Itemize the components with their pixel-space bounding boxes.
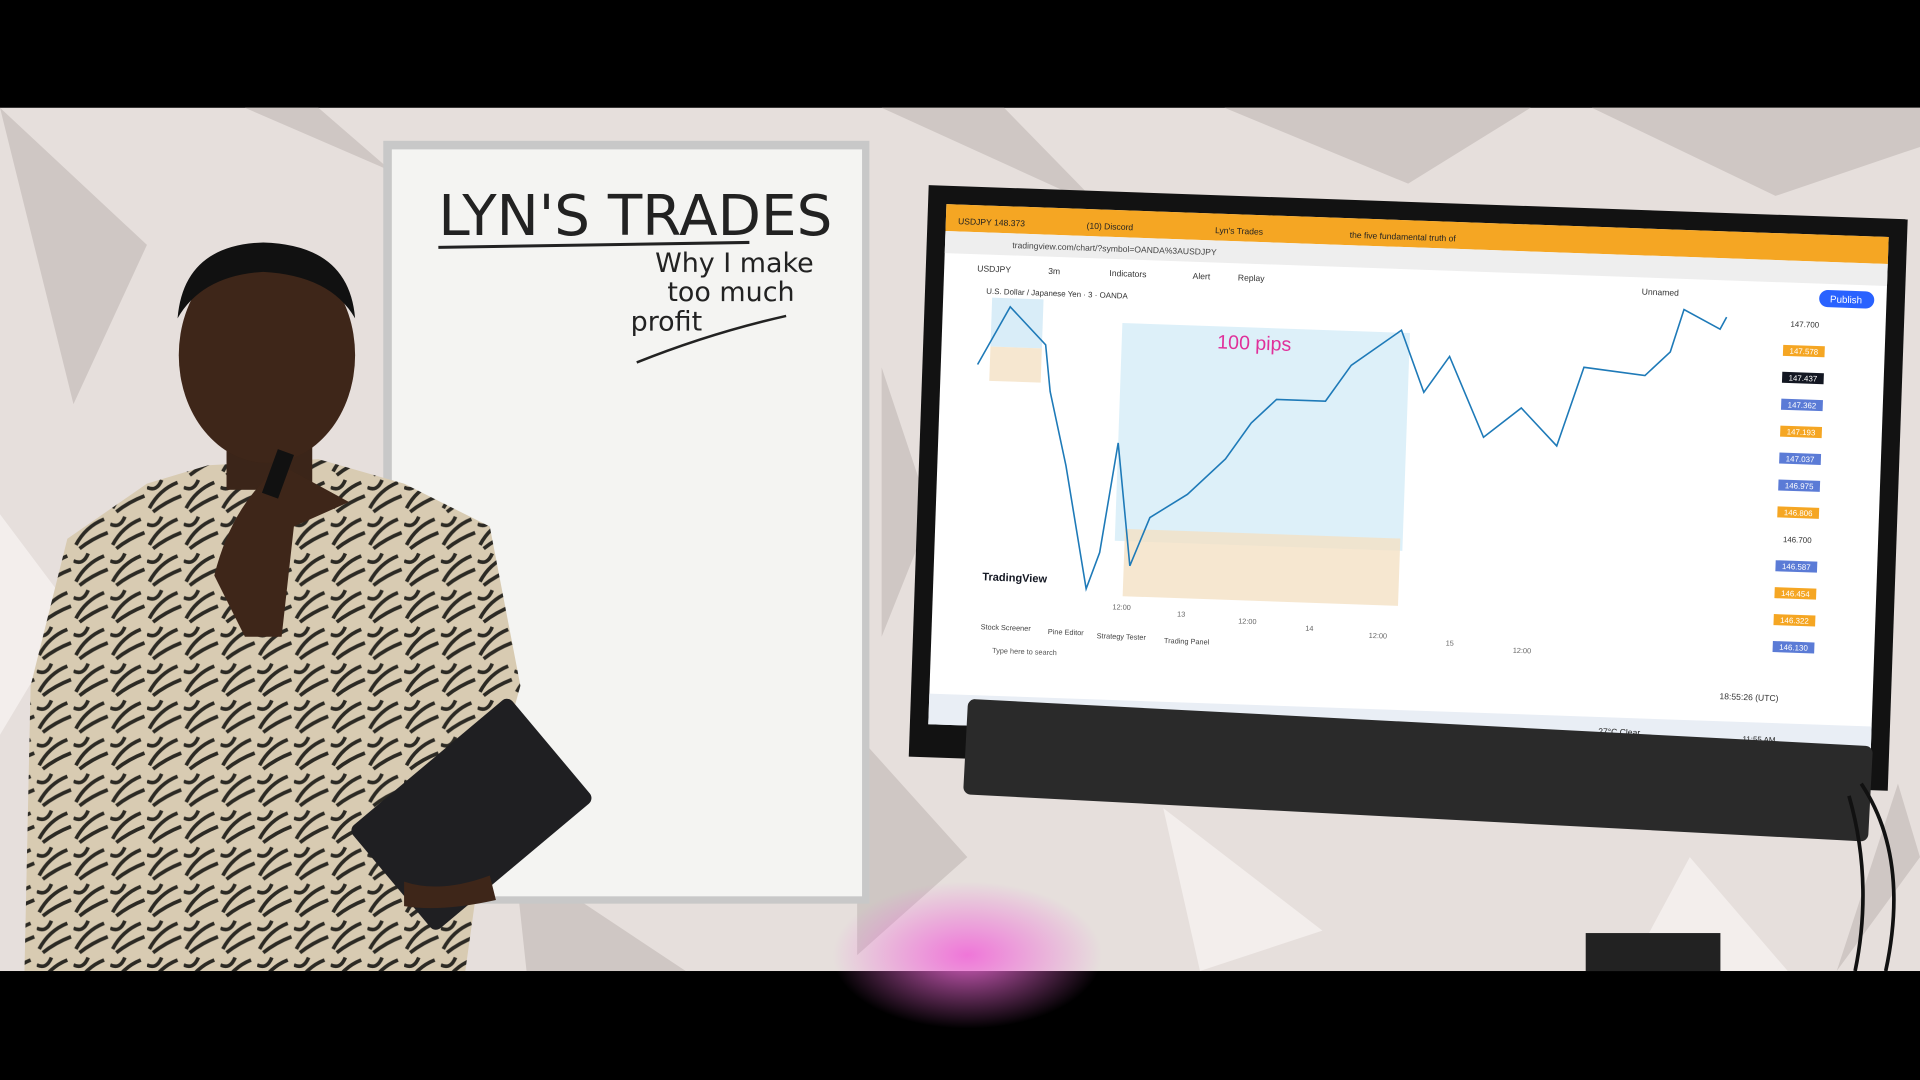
price-tag — [1778, 479, 1821, 492]
bottom-tab[interactable]: Strategy Tester — [1097, 631, 1147, 642]
price-label: 147.037 — [1786, 454, 1816, 464]
time: 11:55 AM — [1742, 735, 1775, 745]
price-tag — [1783, 317, 1826, 331]
bottom-tab[interactable]: Pine Editor — [1048, 627, 1085, 637]
weather: 27°C Clear — [1598, 726, 1640, 737]
board-title: LYN'S TRADES — [438, 184, 832, 249]
toolbar-item[interactable]: Replay — [1238, 272, 1266, 283]
price-tag — [1780, 398, 1823, 412]
toolbar-item[interactable]: Alert — [1192, 271, 1211, 282]
price-tag — [1773, 614, 1816, 627]
tv: USDJPY 148.373 (10) Discord Lyn's Trades… — [908, 185, 1908, 791]
browser-tab[interactable]: the five fundamental truth of — [1350, 230, 1457, 244]
time-label: 15 — [1446, 638, 1454, 647]
letterbox-top — [0, 0, 1920, 108]
board-note: profit — [631, 307, 703, 338]
time-label: 12:00 — [1238, 617, 1257, 627]
bottom-tab[interactable]: Trading Panel — [1164, 636, 1210, 647]
clock: 18:55:26 (UTC) — [1719, 691, 1778, 703]
price-label: 147.700 — [1790, 320, 1820, 330]
price-label: 147.578 — [1789, 347, 1819, 357]
board-note: Why I make — [655, 248, 814, 279]
price-label: 146.130 — [1779, 643, 1809, 653]
price-line — [976, 305, 1728, 592]
brand: TradingView — [982, 571, 1047, 585]
time-label: 14 — [1305, 624, 1313, 633]
price-label: 147.437 — [1788, 374, 1818, 384]
time-label: 12:00 — [1369, 631, 1388, 641]
time-label: 12:00 — [1112, 602, 1131, 612]
price-tag — [1781, 371, 1824, 385]
toolbar-item[interactable]: 3m — [1048, 266, 1060, 276]
person — [24, 242, 592, 972]
price-tag — [1776, 533, 1819, 546]
annotation: 100 pips — [1217, 331, 1292, 356]
price-label: 146.700 — [1783, 535, 1813, 545]
toolbar-item[interactable]: USDJPY — [977, 263, 1011, 274]
price-tag — [1777, 506, 1820, 519]
time-label: 13 — [1177, 610, 1185, 619]
price-label: 146.454 — [1781, 589, 1811, 599]
bottom-tab[interactable]: Stock Screener — [981, 622, 1032, 633]
price-label: 146.975 — [1785, 481, 1815, 491]
price-label: 147.362 — [1787, 400, 1817, 410]
price-label: 146.587 — [1782, 562, 1812, 572]
publish-label[interactable]: Publish — [1830, 294, 1862, 306]
board-note: too much — [667, 277, 794, 308]
browser-tab[interactable]: (10) Discord — [1086, 221, 1133, 233]
screen — [928, 204, 1889, 758]
toolbar-item[interactable]: Indicators — [1109, 268, 1146, 279]
soundbar — [963, 699, 1873, 842]
price-tag — [1774, 587, 1817, 600]
laptop — [1585, 933, 1721, 972]
price-tag — [1782, 344, 1825, 358]
price-tag — [1780, 425, 1823, 439]
price-tag — [1772, 640, 1815, 654]
price-tag — [1775, 560, 1818, 573]
price-label: 146.322 — [1780, 616, 1810, 626]
price-axis: 147.700 147.578 147.437 147.362 147.193 147.0… — [1772, 317, 1826, 654]
toolbar-item[interactable]: Unnamed — [1642, 287, 1680, 298]
publish-button[interactable] — [1819, 290, 1875, 309]
browser-tab[interactable]: Lyn's Trades — [1215, 225, 1263, 237]
search-box[interactable]: Type here to search — [992, 646, 1057, 657]
time-label: 12:00 — [1513, 646, 1532, 656]
price-label: 147.193 — [1787, 427, 1817, 437]
price-label: 146.806 — [1784, 508, 1814, 518]
browser-tab[interactable]: USDJPY 148.373 — [958, 216, 1026, 228]
price-tag — [1779, 452, 1822, 465]
